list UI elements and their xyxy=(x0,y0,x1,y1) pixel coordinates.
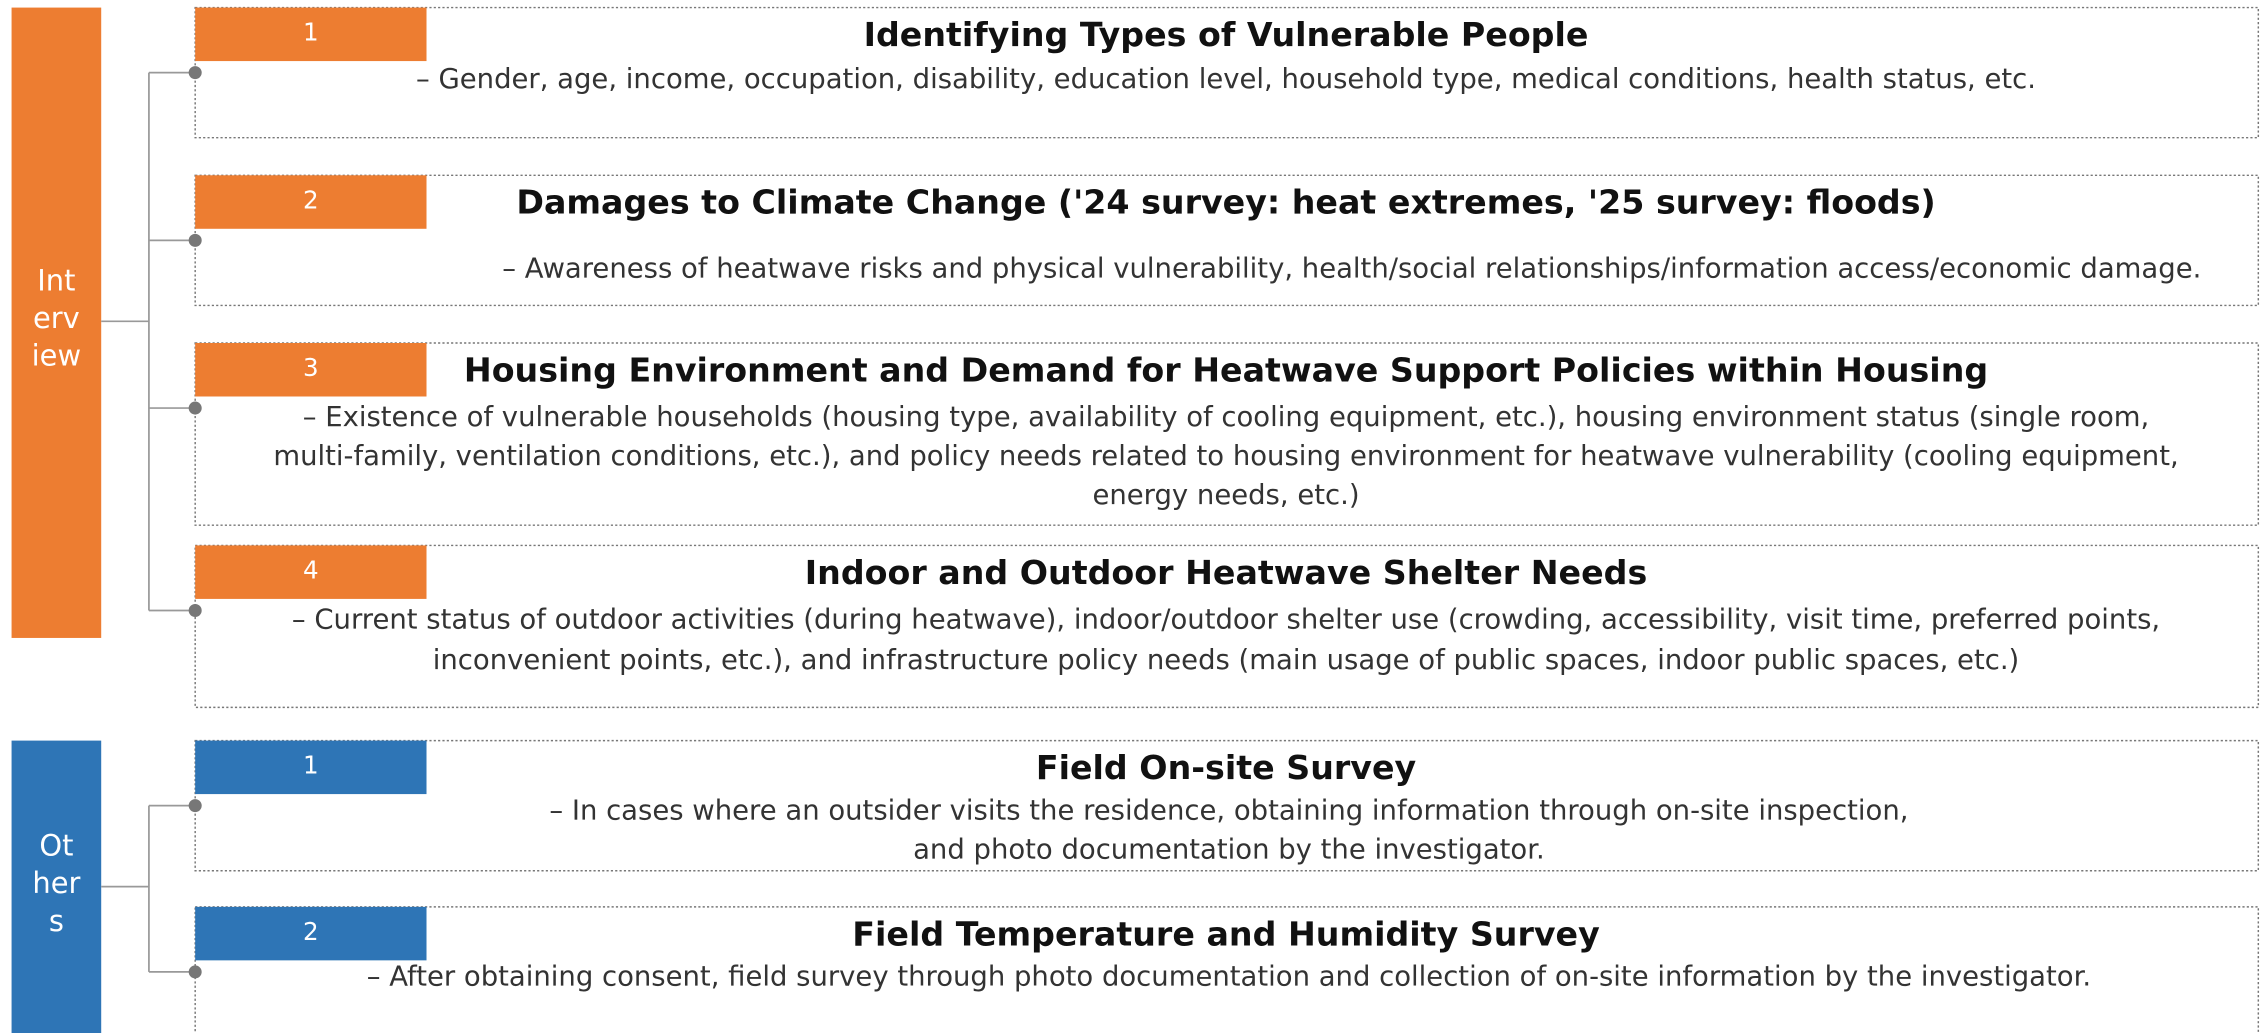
connector-dot xyxy=(188,401,202,415)
number-tab xyxy=(195,740,427,795)
connector-dot xyxy=(188,603,202,617)
group-label: erv xyxy=(33,301,80,335)
item-title: Field Temperature and Humidity Survey xyxy=(852,914,1600,953)
connector-dot xyxy=(188,66,202,80)
group-label: Ot xyxy=(39,829,73,863)
item-number: 4 xyxy=(303,555,319,584)
item-title: Housing Environment and Demand for Heatw… xyxy=(464,350,1988,389)
item-number: 2 xyxy=(303,185,319,214)
item-title: Identifying Types of Vulnerable People xyxy=(864,15,1589,54)
item-description: energy needs, etc.) xyxy=(1092,480,1359,511)
item-description: – Existence of vulnerable households (ho… xyxy=(303,402,2150,433)
item-description: multi-family, ventilation conditions, et… xyxy=(273,441,2178,472)
number-tab xyxy=(195,906,427,961)
item-description: inconvenient points, etc.), and infrastr… xyxy=(433,645,2020,676)
connector-dot xyxy=(188,965,202,979)
group-label: iew xyxy=(32,338,81,372)
connector-dot xyxy=(188,799,202,813)
number-tab xyxy=(195,175,427,229)
item-number: 1 xyxy=(303,18,319,47)
group-label: her xyxy=(32,866,80,900)
item-box xyxy=(194,342,2260,526)
item-description: – Gender, age, income, occupation, disab… xyxy=(416,64,2036,95)
number-tab xyxy=(195,7,427,62)
item-description: and photo documentation by the investiga… xyxy=(913,834,1545,865)
group-label: Int xyxy=(37,263,75,297)
item-number: 1 xyxy=(303,751,319,780)
item-number: 3 xyxy=(303,353,319,382)
item-title: Field On-site Survey xyxy=(1036,748,1417,787)
item-title: Indoor and Outdoor Heatwave Shelter Need… xyxy=(805,553,1647,592)
group-bar xyxy=(11,7,102,638)
item-box xyxy=(194,544,2260,709)
item-description: – In cases where an outsider visits the … xyxy=(549,795,1908,826)
item-description: – After obtaining consent, field survey … xyxy=(367,962,2091,993)
item-description: – Current status of outdoor activities (… xyxy=(292,605,2160,636)
connector-dot xyxy=(188,233,202,247)
item-number: 2 xyxy=(303,917,319,946)
item-description: – Awareness of heatwave risks and physic… xyxy=(502,253,2201,284)
group-bar xyxy=(11,740,102,1033)
item-box xyxy=(194,906,2260,1033)
group-label: s xyxy=(49,904,64,938)
number-tab xyxy=(195,545,427,599)
number-tab xyxy=(195,343,427,397)
item-title: Damages to Climate Change ('24 survey: h… xyxy=(516,183,1935,222)
